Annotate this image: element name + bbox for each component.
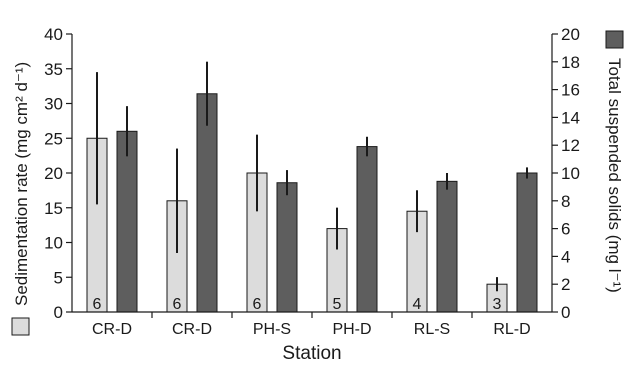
left-tick-label: 30 (44, 95, 63, 114)
right-tick-label: 12 (561, 136, 580, 155)
left-tick-label: 10 (44, 234, 63, 253)
sample-size-label: 6 (253, 296, 262, 313)
left-tick-label: 25 (44, 129, 63, 148)
sample-size-label: 4 (413, 296, 422, 313)
right-tick-label: 6 (561, 220, 570, 239)
tss-bar (356, 146, 378, 313)
right-tick-label: 18 (561, 53, 580, 72)
right-tick-label: 2 (561, 275, 570, 294)
sample-size-label: 6 (173, 296, 182, 313)
right-tick-label: 0 (561, 303, 570, 322)
category-label: RL-D (493, 321, 530, 338)
category-label: CR-D (92, 321, 132, 338)
right-tick-label: 10 (561, 164, 580, 183)
left-tick-label: 40 (44, 25, 63, 44)
right-axis-title: Total suspended solids (mg l⁻¹) (605, 58, 624, 293)
right-tick-label: 16 (561, 81, 580, 100)
left-tick-label: 35 (44, 60, 63, 79)
tss-bar (436, 180, 458, 313)
left-series-legend-swatch (11, 317, 30, 336)
left-axis-ticks: 0 5 10 15 20 25 30 35 40 (44, 25, 72, 322)
left-tick-label: 15 (44, 199, 63, 218)
category-label: RL-S (414, 321, 450, 338)
right-tick-label: 14 (561, 108, 580, 127)
left-tick-label: 20 (44, 164, 63, 183)
tss-bar (516, 172, 538, 313)
x-axis-title: Station (282, 343, 341, 364)
category-label: PH-S (253, 321, 291, 338)
tss-bar (196, 93, 218, 313)
right-tick-label: 4 (561, 247, 570, 266)
category-label: PH-D (332, 321, 371, 338)
left-tick-label: 0 (54, 303, 63, 322)
tss-bar (116, 130, 138, 313)
sample-size-labels: 6 6 6 5 4 3 (93, 296, 502, 313)
sample-size-label: 6 (93, 296, 102, 313)
bars (86, 93, 538, 313)
category-labels: CR-D CR-D PH-S PH-D RL-S RL-D (92, 312, 531, 338)
left-tick-label: 5 (54, 268, 63, 287)
tss-bar (276, 182, 298, 313)
sample-size-label: 3 (493, 296, 502, 313)
sample-size-label: 5 (333, 296, 342, 313)
category-label: CR-D (172, 321, 212, 338)
right-tick-label: 20 (561, 25, 580, 44)
right-axis-ticks: 0 2 4 6 8 10 12 14 16 18 20 (552, 25, 580, 322)
left-axis-title: Sedimentation rate (mg cm² d⁻¹) (12, 62, 31, 306)
error-bars (96, 61, 528, 292)
right-tick-label: 8 (561, 192, 570, 211)
right-series-legend-swatch (605, 30, 624, 49)
